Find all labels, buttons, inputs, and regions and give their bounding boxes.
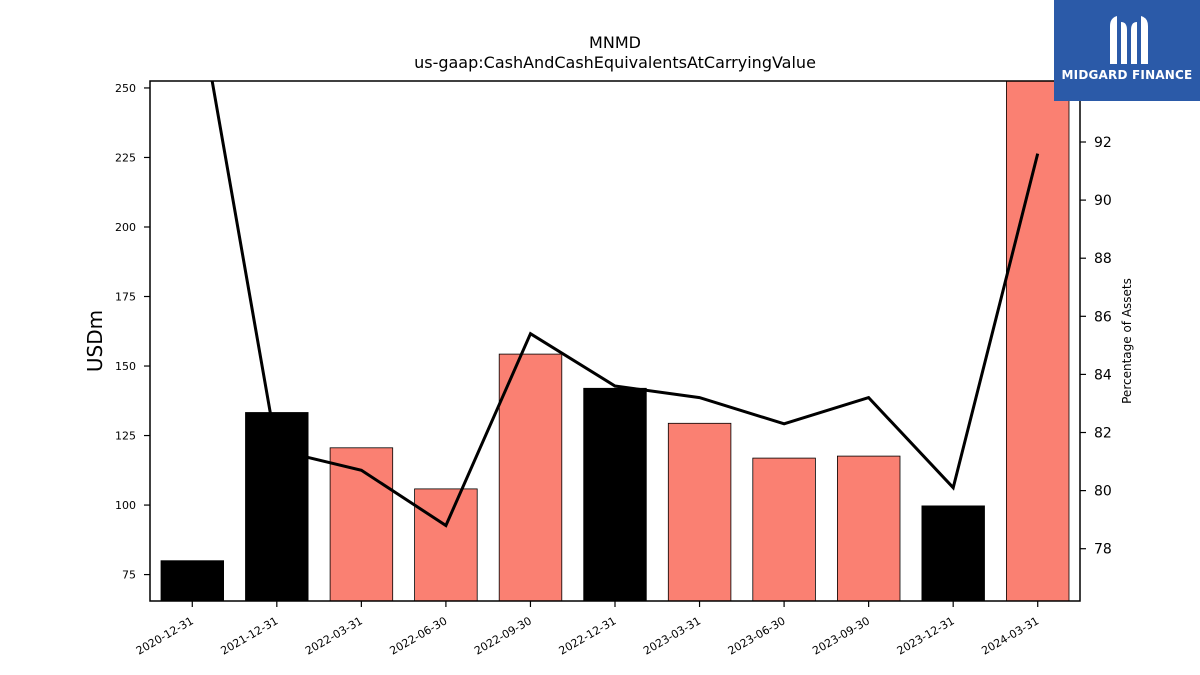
- y2-axis-label: Percentage of Assets: [1120, 278, 1134, 404]
- y2-tick-label: 84: [1094, 367, 1112, 383]
- bar-series: [160, 80, 1070, 602]
- y2-tick-label: 88: [1094, 251, 1112, 267]
- y2-tick-label: 78: [1094, 542, 1112, 558]
- y2-tick-label: 92: [1094, 135, 1112, 151]
- x-tick-label: 2022-06-30: [388, 614, 450, 657]
- y2-tick-label: 90: [1094, 193, 1112, 209]
- bar-2020-12-31: [160, 560, 224, 602]
- bar-2023-09-30: [837, 455, 901, 602]
- bar-2022-06-30: [414, 488, 478, 602]
- x-tick-label: 2021-12-31: [218, 614, 280, 657]
- y2-tick-label: 82: [1094, 426, 1112, 442]
- bar-2023-12-31: [921, 505, 985, 602]
- y-axis-label: USDm: [83, 310, 107, 372]
- midgard-logo-icon: [1110, 16, 1148, 64]
- y-tick-label: 200: [115, 221, 136, 234]
- percentage-line: [210, 81, 1040, 528]
- bar-2022-09-30: [498, 353, 563, 602]
- x-tick-label: 2022-09-30: [472, 614, 534, 657]
- x-tick-label: 2022-12-31: [557, 614, 619, 657]
- chart-subtitle: us-gaap:CashAndCashEquivalentsAtCarrying…: [414, 53, 816, 72]
- y-tick-label: 100: [115, 499, 136, 512]
- bar-2022-03-31: [329, 447, 394, 602]
- bar-2023-03-31: [667, 422, 732, 602]
- bar-2024-03-31: [1006, 80, 1070, 602]
- x-axis: 2020-12-31 2021-12-31 2022-03-31 2022-06-30…: [134, 601, 1041, 658]
- x-tick-label: 2023-12-31: [895, 614, 957, 657]
- bar-2023-06-30: [752, 457, 816, 602]
- y-tick-label: 75: [122, 569, 136, 582]
- x-tick-label: 2023-09-30: [810, 614, 872, 657]
- midgard-finance-logo: MIDGARD FINANCE: [1054, 0, 1200, 101]
- logo-text: MIDGARD FINANCE: [1061, 68, 1193, 82]
- y-tick-label: 175: [115, 291, 136, 304]
- y2-tick-label: 80: [1094, 484, 1112, 500]
- line-series: [210, 81, 1040, 528]
- bar-2022-12-31: [583, 387, 647, 602]
- y2-axis: 78 80 82 84 86 88 90 92: [1080, 135, 1112, 558]
- x-tick-label: 2023-03-31: [641, 614, 703, 657]
- chart-title: MNMD: [589, 33, 641, 52]
- y-axis: 75 100 125 150 175 200 225 250: [115, 82, 150, 582]
- x-tick-label: 2022-03-31: [303, 614, 365, 657]
- x-tick-label: 2023-06-30: [726, 614, 788, 657]
- y-tick-label: 125: [115, 430, 136, 443]
- x-tick-label: 2024-03-31: [979, 614, 1041, 657]
- bar-2021-12-31: [245, 412, 309, 602]
- x-tick-label: 2020-12-31: [134, 614, 196, 657]
- y2-tick-label: 86: [1094, 309, 1112, 325]
- y-tick-label: 150: [115, 360, 136, 373]
- y-tick-label: 250: [115, 82, 136, 95]
- y-tick-label: 225: [115, 151, 136, 164]
